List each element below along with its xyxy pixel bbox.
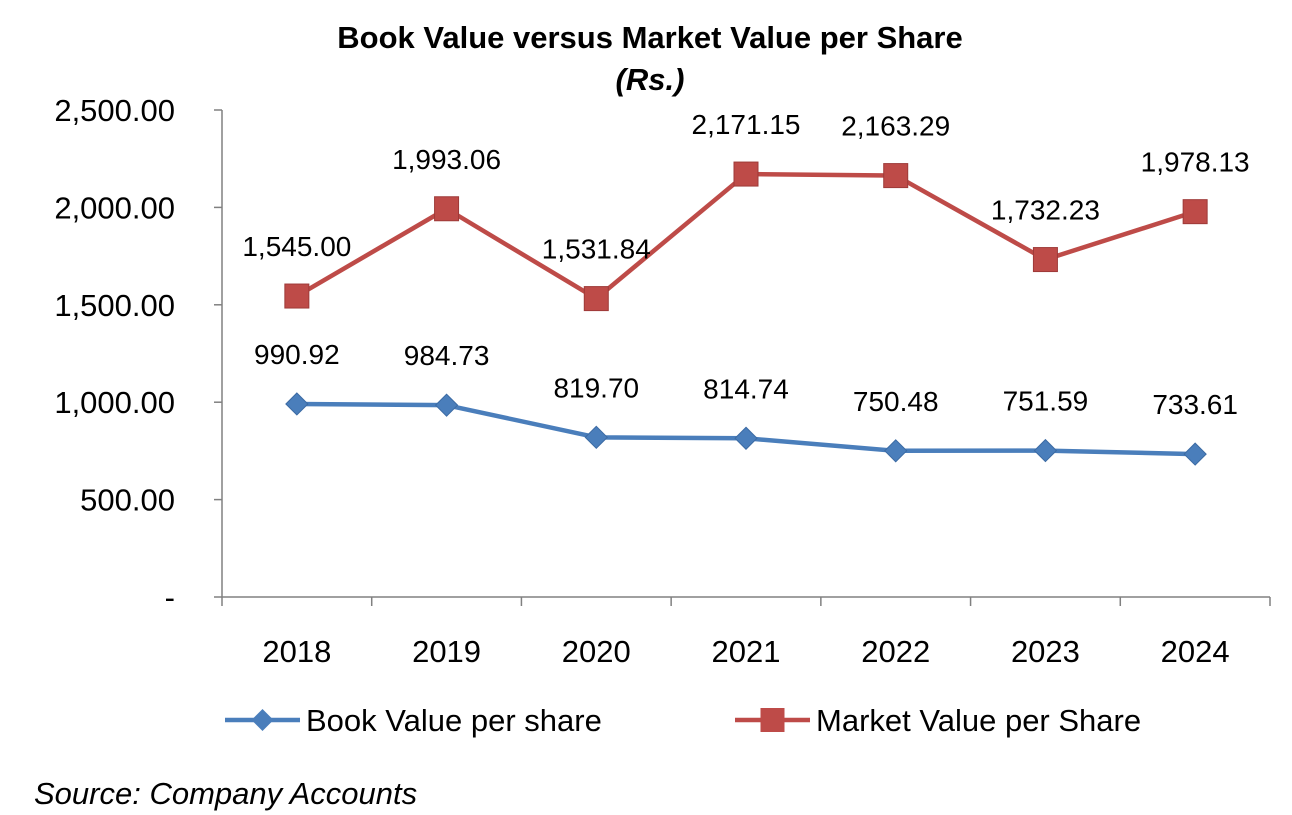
legend: Book Value per share Market Value per Sha… xyxy=(225,703,1141,738)
axes: - 500.00 1,000.00 1,500.00 2,000.00 2,500.00 2… xyxy=(54,93,1271,669)
market-value-point xyxy=(733,161,759,187)
legend-label: Market Value per Share xyxy=(816,703,1141,738)
market-value-point xyxy=(284,283,310,309)
market-value-label: 1,978.13 xyxy=(1141,147,1250,178)
chart-subtitle: (Rs.) xyxy=(616,62,685,97)
x-tick-label: 2019 xyxy=(412,634,481,669)
series-line-2 xyxy=(295,171,1196,301)
market-value-point xyxy=(1182,199,1208,225)
book-value-label: 819.70 xyxy=(553,372,639,403)
x-tick-label: 2020 xyxy=(562,634,631,669)
book-value-point xyxy=(285,392,309,416)
y-tick-label: 500.00 xyxy=(80,483,175,518)
market-value-label: 1,545.00 xyxy=(242,231,351,262)
book-value-label: 750.48 xyxy=(853,386,939,417)
x-tick-label: 2022 xyxy=(861,634,930,669)
y-tick-label: - xyxy=(165,580,175,615)
legend-diamond-marker xyxy=(251,709,274,731)
market-value-point xyxy=(583,286,609,312)
market-value-label: 2,163.29 xyxy=(841,111,950,142)
x-tick-label: 2024 xyxy=(1161,634,1230,669)
book-value-label: 990.92 xyxy=(254,339,340,370)
market-value-label: 1,993.06 xyxy=(392,144,501,175)
book-value-point xyxy=(434,393,459,417)
source-note: Source: Company Accounts xyxy=(34,776,417,811)
y-tick-label: 1,000.00 xyxy=(54,385,175,420)
y-tick-label: 2,500.00 xyxy=(54,93,175,128)
legend-item-1: Book Value per share xyxy=(225,703,602,738)
legend-square-marker xyxy=(760,708,785,732)
x-tick-label: 2023 xyxy=(1011,634,1080,669)
legend-item-2: Market Value per Share xyxy=(735,703,1141,738)
legend-label: Book Value per share xyxy=(306,703,602,738)
series-layer: 990.92 984.73 819.70 814.74 750.48 751.59 733.… xyxy=(242,109,1250,466)
book-value-label: 751.59 xyxy=(1003,386,1089,417)
book-value-point xyxy=(1183,442,1207,466)
book-value-point xyxy=(1033,438,1058,463)
y-tick-label: 2,000.00 xyxy=(54,190,175,225)
book-value-point xyxy=(584,425,608,450)
y-tick-label: 1,500.00 xyxy=(54,288,175,323)
x-tick-label: 2021 xyxy=(712,634,781,669)
market-value-label: 1,732.23 xyxy=(991,195,1100,226)
book-value-point xyxy=(884,439,908,463)
market-value-point xyxy=(1032,247,1058,273)
book-value-label: 814.74 xyxy=(703,373,789,404)
chart-title: Book Value versus Market Value per Share xyxy=(337,20,962,55)
market-value-point xyxy=(434,196,460,222)
market-value-label: 2,171.15 xyxy=(692,109,801,140)
book-value-label: 984.73 xyxy=(404,340,490,371)
market-value-point xyxy=(883,163,909,189)
market-value-label: 1,531.84 xyxy=(542,234,651,265)
x-tick-label: 2018 xyxy=(262,634,331,669)
book-value-point xyxy=(734,426,758,450)
book-value-label: 733.61 xyxy=(1152,389,1238,420)
